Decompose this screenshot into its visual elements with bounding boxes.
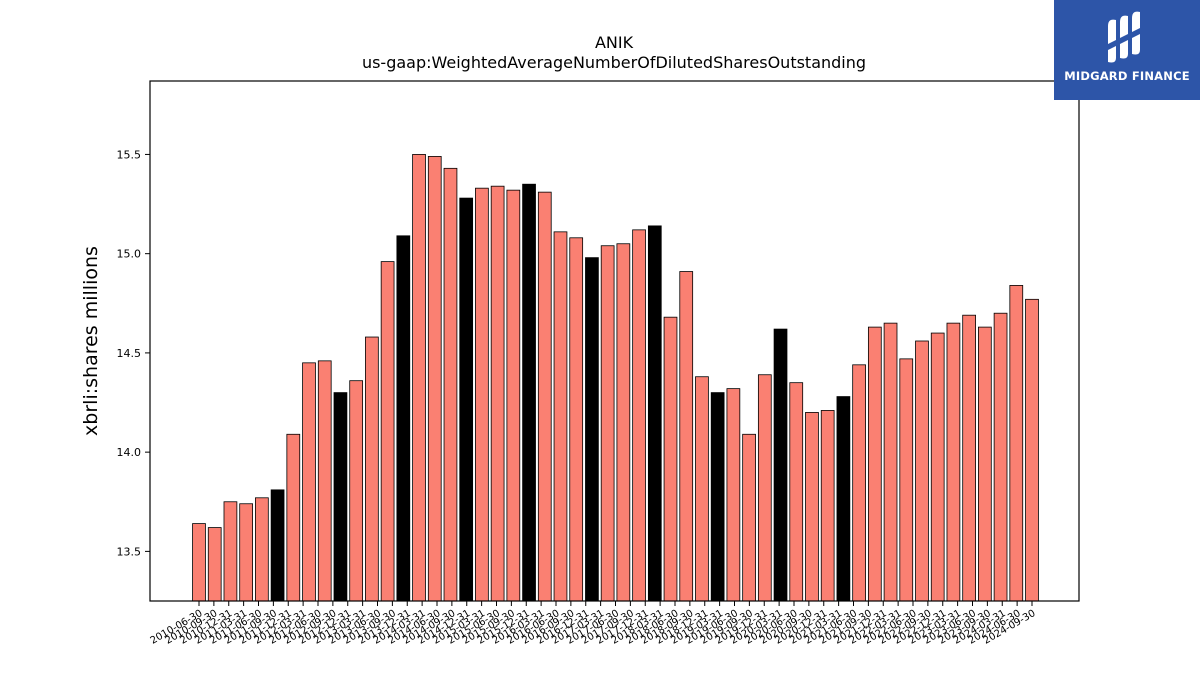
- plot-frame: [149, 80, 1080, 602]
- bar-2010-12-31: [223, 501, 238, 602]
- bar-2014-06-30: [443, 167, 458, 602]
- bar-2010-06-30: [192, 523, 206, 602]
- bar-2015-09-30: [522, 183, 536, 602]
- bar-2015-06-30: [506, 189, 521, 602]
- y-tick-label: 15.0: [117, 248, 142, 261]
- bar-2016-03-31: [553, 231, 568, 602]
- bar-2018-03-31: [679, 271, 694, 602]
- brand-logo: MIDGARD FINANCE: [1054, 0, 1200, 100]
- bar-2019-12-31: [789, 382, 804, 602]
- bars-group: [192, 154, 1039, 602]
- y-tick-label: 14.5: [117, 347, 142, 360]
- bar-2017-03-31: [616, 243, 631, 602]
- bar-2011-06-30: [255, 497, 269, 602]
- bar-2014-09-30: [459, 197, 474, 602]
- bar-2016-12-31: [600, 245, 615, 602]
- chart-subtitle: us-gaap:WeightedAverageNumberOfDilutedSh…: [362, 53, 866, 72]
- bar-2015-03-31: [490, 185, 505, 602]
- bar-2010-09-30: [207, 527, 222, 602]
- bar-2020-03-31: [805, 412, 819, 602]
- bar-2017-06-30: [632, 229, 646, 602]
- bar-2021-06-30: [883, 322, 898, 602]
- bar-2012-06-30: [317, 360, 332, 602]
- bar-2017-12-31: [663, 316, 678, 602]
- logo-text: MIDGARD FINANCE: [1064, 69, 1190, 83]
- bar-2022-12-31: [978, 326, 992, 602]
- y-tick-label: 13.5: [117, 545, 142, 558]
- y-tick-label: 14.0: [117, 446, 142, 459]
- bar-2012-09-30: [333, 392, 348, 602]
- bar-2017-09-30: [647, 225, 662, 602]
- bar-2013-06-30: [380, 261, 395, 602]
- bar-2015-12-31: [537, 191, 552, 602]
- y-tick-label: 15.5: [117, 148, 142, 161]
- bar-2012-03-31: [302, 362, 316, 602]
- bar-2018-09-30: [710, 392, 725, 602]
- bar-2023-03-31: [993, 312, 1008, 602]
- bar-2019-06-30: [757, 374, 772, 602]
- bar-2022-09-30: [962, 314, 976, 602]
- bar-2019-09-30: [773, 328, 788, 602]
- bar-2016-06-30: [569, 237, 584, 602]
- bar-2022-03-31: [930, 332, 945, 602]
- x-axis: 2010-06-302010-09-302010-12-312011-03-31…: [149, 601, 1038, 647]
- y-axis-label: xbrli:shares millions: [80, 246, 102, 436]
- bar-2020-06-30: [820, 410, 835, 602]
- bar-2023-09-30: [1025, 298, 1039, 602]
- bar-2018-06-30: [695, 376, 709, 602]
- bar-2011-09-30: [270, 489, 285, 602]
- bar-2019-03-31: [742, 433, 756, 602]
- bar-2011-12-31: [286, 433, 301, 602]
- bar-2023-06-30: [1009, 285, 1024, 602]
- bar-2013-09-30: [396, 235, 411, 602]
- bar-2021-03-31: [867, 326, 882, 602]
- y-axis: 13.5 14.0 14.5 15.0 15.5: [117, 148, 150, 558]
- bar-2013-03-31: [365, 336, 379, 602]
- bar-2011-03-31: [239, 503, 253, 602]
- bar-2022-06-30: [946, 322, 961, 602]
- chart-title: ANIK: [595, 33, 634, 52]
- bar-2021-09-30: [899, 358, 914, 602]
- bar-2020-12-31: [852, 364, 866, 602]
- midgard-logo-icon: [1108, 11, 1140, 63]
- bar-2020-09-30: [836, 396, 851, 602]
- bar-2014-03-31: [427, 156, 442, 602]
- bar-2021-12-31: [915, 340, 929, 602]
- bar-2013-12-31: [412, 154, 426, 602]
- bar-2016-09-30: [585, 257, 599, 602]
- bar-2018-12-31: [726, 388, 741, 602]
- bar-2012-12-31: [349, 380, 364, 602]
- bar-2014-12-31: [475, 187, 489, 602]
